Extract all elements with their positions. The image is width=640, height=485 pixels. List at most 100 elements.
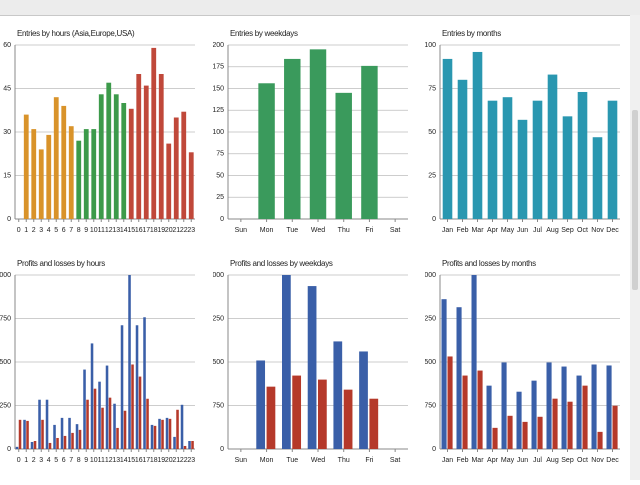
y-tick-label: 88750: [205, 402, 225, 409]
bar: [361, 65, 378, 219]
x-tick-label: 19: [157, 457, 165, 464]
bar: [472, 51, 483, 220]
bar: [121, 103, 127, 219]
bar: [75, 424, 79, 449]
x-tick-label: Wed: [311, 227, 325, 234]
x-tick-label: 19: [157, 227, 165, 234]
y-tick-label: 0: [220, 446, 224, 453]
bar: [359, 351, 368, 449]
x-tick-label: 9: [84, 457, 88, 464]
bar: [63, 435, 67, 449]
x-tick-label: Feb: [456, 457, 468, 464]
x-tick-label: 6: [62, 457, 66, 464]
bar: [188, 152, 194, 219]
x-tick-label: Oct: [577, 457, 588, 464]
scrollbar-thumb[interactable]: [632, 110, 638, 290]
bar: [98, 381, 101, 449]
bar: [105, 365, 109, 449]
bar: [597, 431, 603, 449]
x-tick-label: Sat: [390, 457, 401, 464]
y-tick-label: 0: [432, 216, 436, 223]
bar: [41, 419, 44, 449]
bar: [457, 79, 468, 219]
x-tick-label: 22: [180, 227, 188, 234]
bar: [83, 369, 86, 449]
bar: [150, 424, 154, 449]
bar: [531, 380, 537, 449]
x-tick-label: 22: [180, 457, 188, 464]
y-tick-label: 161000: [0, 272, 11, 279]
chart-panel: Entries by hours (Asia,Europe,USA)015304…: [3, 29, 195, 234]
bar: [502, 97, 513, 219]
x-tick-label: 4: [47, 227, 51, 234]
x-tick-label: 21: [172, 227, 180, 234]
x-tick-label: 1: [24, 227, 28, 234]
x-tick-label: Sun: [235, 457, 248, 464]
bar: [292, 375, 302, 449]
y-tick-label: 80500: [0, 359, 11, 366]
bar: [38, 399, 41, 449]
x-tick-label: 20: [165, 227, 173, 234]
y-tick-label: 0: [7, 446, 11, 453]
x-tick-label: Nov: [591, 457, 604, 464]
bar: [486, 385, 492, 449]
bar: [532, 100, 543, 219]
bar: [309, 49, 327, 219]
bar: [146, 398, 149, 449]
bar: [90, 343, 94, 449]
x-tick-label: 2: [32, 457, 36, 464]
x-tick-label: Fri: [365, 227, 374, 234]
bar: [258, 83, 275, 219]
y-tick-label: 25: [216, 194, 224, 201]
y-tick-label: 200: [212, 42, 224, 49]
x-tick-label: 0: [17, 457, 21, 464]
x-tick-label: 9: [84, 227, 88, 234]
bar: [606, 365, 612, 449]
bar: [106, 82, 112, 219]
y-tick-label: 0: [7, 216, 11, 223]
bar: [158, 74, 164, 219]
bar: [552, 398, 558, 449]
bar: [471, 275, 477, 449]
y-tick-label: 45: [3, 85, 11, 92]
x-tick-label: 2: [32, 227, 36, 234]
x-tick-label: 11: [98, 227, 105, 234]
x-tick-label: 8: [77, 227, 81, 234]
y-tick-label: 355000: [201, 272, 224, 279]
bar: [128, 275, 131, 449]
x-tick-label: Tue: [286, 227, 298, 234]
x-tick-label: Sep: [561, 227, 574, 234]
bar: [492, 427, 498, 449]
bar: [91, 129, 97, 219]
bar: [61, 105, 67, 219]
bar: [76, 140, 82, 219]
bar: [93, 388, 97, 449]
x-tick-label: 12: [105, 227, 113, 234]
bar: [180, 404, 184, 449]
bar: [576, 375, 582, 449]
bar: [86, 399, 89, 449]
bar: [113, 403, 116, 449]
bar: [282, 275, 291, 449]
chart-title: Profits and losses by months: [442, 259, 536, 268]
x-tick-label: Jun: [517, 457, 528, 464]
y-tick-label: 75: [216, 151, 224, 158]
x-tick-label: Mar: [471, 227, 484, 234]
x-tick-label: May: [501, 227, 515, 234]
bar: [462, 375, 468, 449]
bar: [447, 356, 453, 449]
bar: [153, 425, 157, 449]
bar: [591, 364, 597, 449]
bar: [188, 441, 191, 449]
bar: [256, 360, 266, 449]
x-tick-label: May: [501, 457, 515, 464]
x-tick-label: Tue: [286, 457, 298, 464]
bar: [335, 92, 352, 219]
x-tick-label: Mar: [471, 457, 484, 464]
x-tick-label: 12: [105, 457, 113, 464]
x-tick-label: 1: [24, 457, 28, 464]
bar: [53, 424, 56, 449]
x-tick-label: Sat: [390, 227, 401, 234]
bar: [131, 364, 134, 449]
